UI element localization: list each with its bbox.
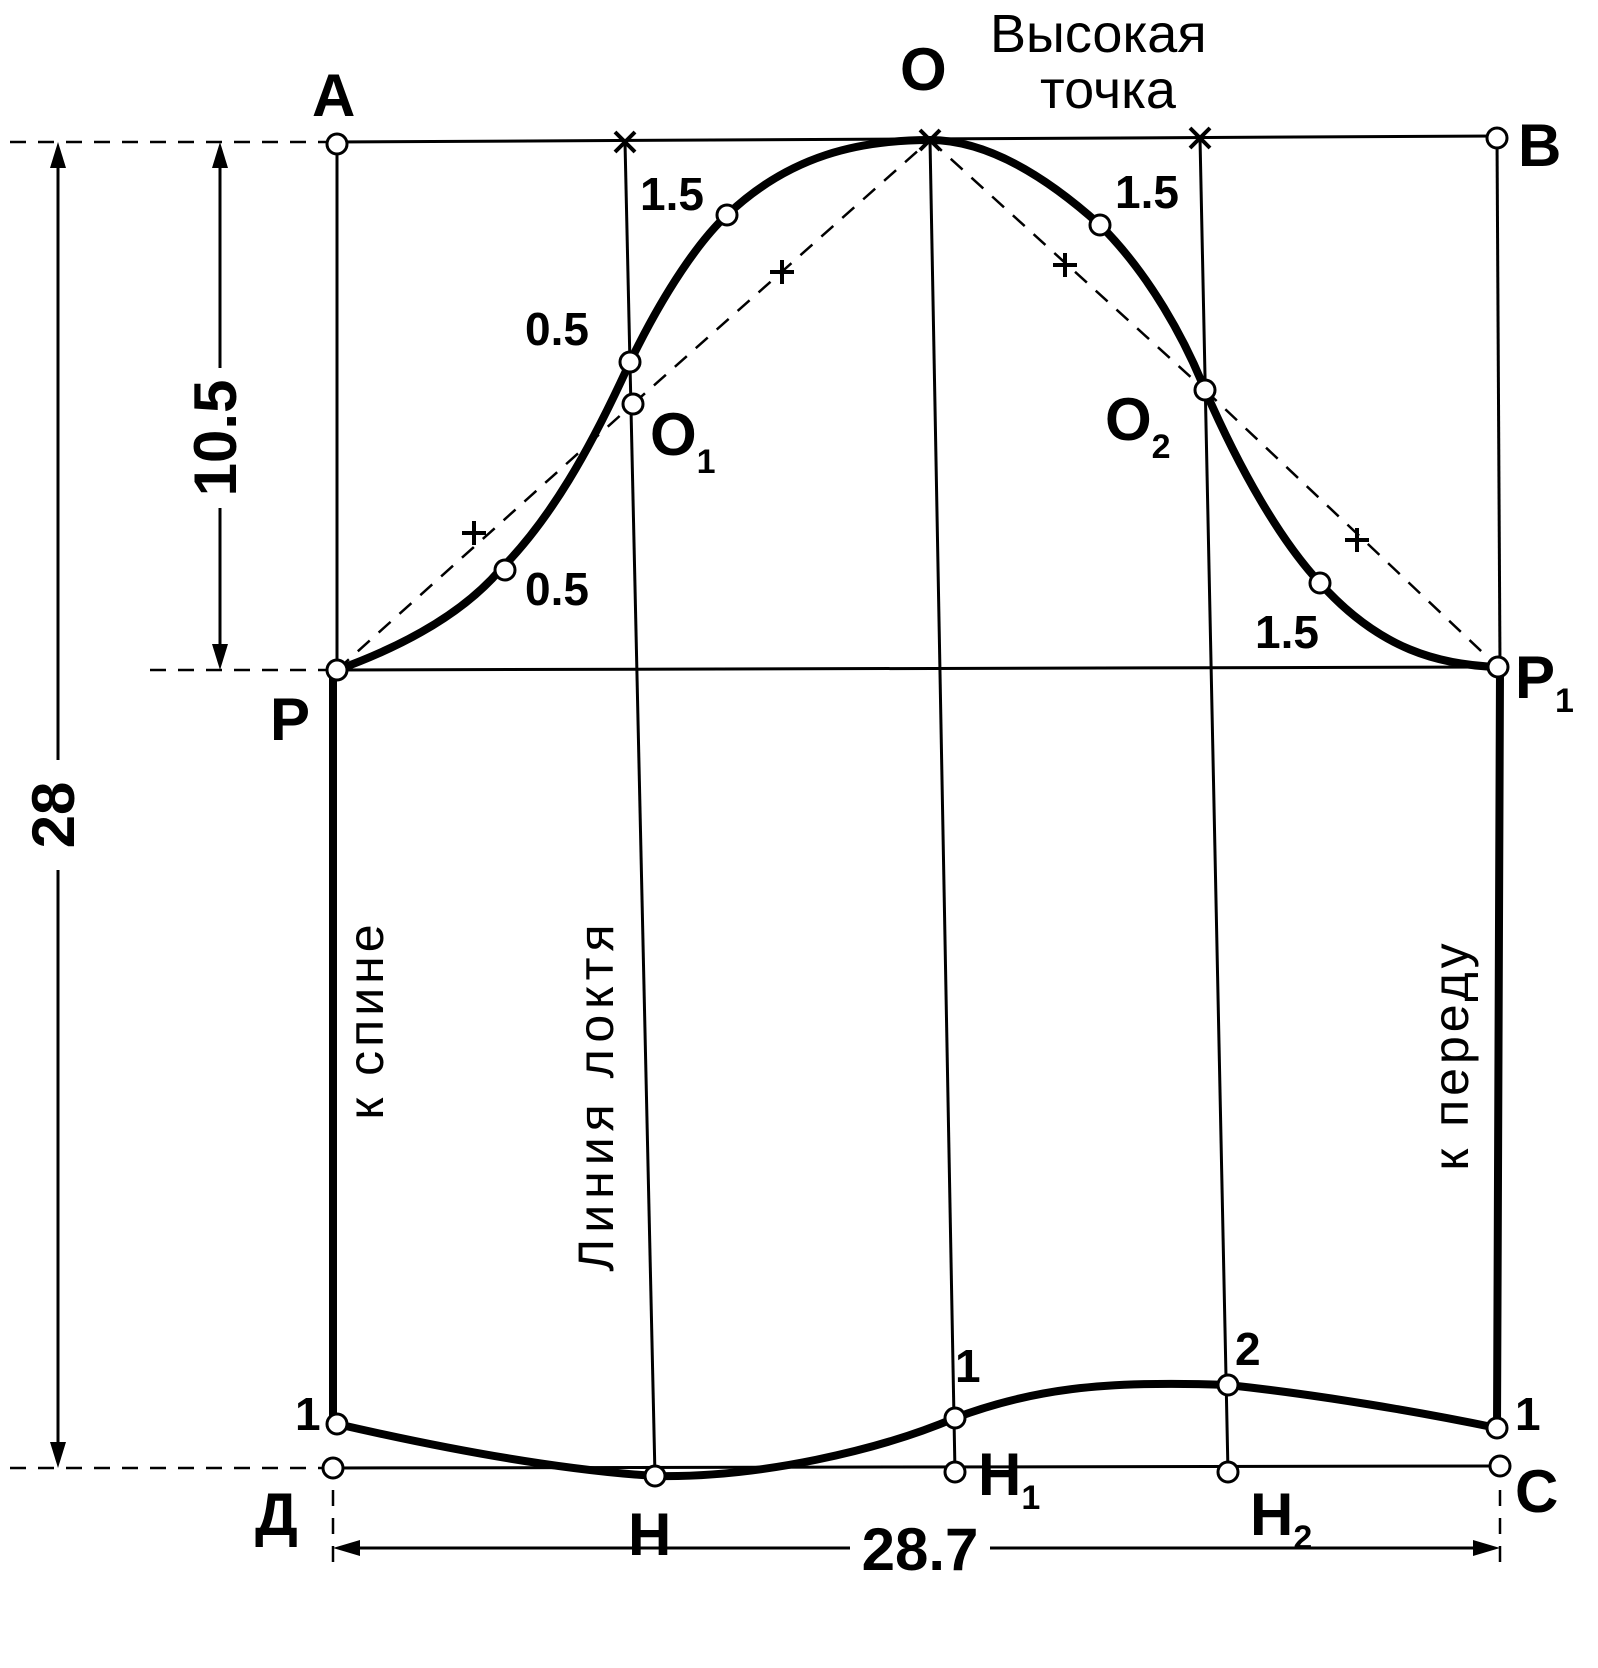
label-O: O bbox=[900, 36, 947, 103]
sleeve-hem-curve bbox=[333, 1379, 1501, 1481]
dimension-arrow-top-10-5 bbox=[212, 142, 228, 168]
label-H2-sub: 2 bbox=[1293, 1519, 1312, 1557]
offset-bottom-right: 1 bbox=[1515, 1388, 1541, 1440]
label-P1-main: P bbox=[1515, 644, 1555, 711]
dimension-label-28: 28 bbox=[20, 782, 87, 849]
label-H2: Н2 bbox=[1250, 1481, 1312, 1557]
cap-line-P-P1 bbox=[329, 665, 1499, 672]
offset-upper-left: 1.5 bbox=[640, 168, 704, 220]
point-curve-left-upper bbox=[715, 203, 739, 227]
label-P: P bbox=[270, 686, 310, 753]
label-D: Д bbox=[255, 1481, 298, 1548]
point-hem-left-1 bbox=[325, 1412, 349, 1436]
dimension-gap-28-7 bbox=[850, 1522, 990, 1578]
offset-mid-left: 0.5 bbox=[525, 303, 589, 355]
cross-mark-top-right bbox=[1188, 126, 1212, 150]
label-O2-sub: 2 bbox=[1152, 428, 1171, 466]
front-side-seam bbox=[1493, 666, 1504, 1432]
label-B: B bbox=[1518, 112, 1561, 179]
point-curve-right-lower bbox=[1308, 571, 1332, 595]
high-point-caption-line2: точка bbox=[1040, 60, 1177, 120]
cap-dashed-O2-P1 bbox=[1204, 389, 1499, 668]
point-H bbox=[643, 1464, 667, 1488]
caption-to-back: к спине bbox=[338, 920, 394, 1119]
plus-mark-left-lower bbox=[462, 521, 486, 545]
dimension-gap-28 bbox=[30, 760, 86, 870]
bottom-line-D-C bbox=[332, 1464, 1501, 1470]
offset-bottom-left: 1 bbox=[295, 1388, 321, 1440]
label-O1-sub: 1 bbox=[697, 443, 716, 481]
front-vertical-line-H2 bbox=[1198, 137, 1230, 1473]
label-H: Н bbox=[628, 1501, 671, 1568]
point-P bbox=[325, 658, 349, 682]
point-hem-mid-1 bbox=[943, 1406, 967, 1430]
point-H1 bbox=[943, 1460, 967, 1484]
dimension-label-28-7: 28.7 bbox=[862, 1516, 979, 1583]
front-side-upper-line bbox=[1495, 135, 1502, 668]
caption-to-front: к переду bbox=[1423, 939, 1479, 1170]
offset-lower-right: 1.5 bbox=[1255, 606, 1319, 658]
label-O1: O1 bbox=[650, 401, 716, 481]
dimension-arrow-top-28 bbox=[50, 142, 66, 168]
point-curve-right-upper bbox=[1088, 213, 1112, 237]
caption-elbow-line: Линия локтя bbox=[568, 918, 624, 1271]
dimension-arrow-bottom-10-5 bbox=[212, 644, 228, 670]
point-hem-right-1 bbox=[1485, 1416, 1509, 1440]
point-P1 bbox=[1486, 655, 1510, 679]
point-B bbox=[1485, 126, 1509, 150]
point-A bbox=[325, 132, 349, 156]
cap-dashed-O-O2 bbox=[929, 139, 1206, 391]
dimension-arrow-bottom-28 bbox=[50, 1442, 66, 1468]
offset-bottom-h2: 2 bbox=[1235, 1323, 1261, 1375]
label-H1-sub: 1 bbox=[1021, 1479, 1040, 1517]
cross-mark-O bbox=[918, 128, 942, 152]
label-A: A bbox=[312, 62, 355, 129]
plus-mark-right-lower bbox=[1345, 528, 1369, 552]
offset-bottom-mid: 1 bbox=[955, 1340, 981, 1392]
dimension-arrow-right-28-7 bbox=[1473, 1540, 1500, 1556]
plus-mark-left-upper bbox=[770, 260, 794, 284]
offset-lower-left: 0.5 bbox=[525, 563, 589, 615]
point-D bbox=[321, 1456, 345, 1480]
dimension-label-10-5: 10.5 bbox=[182, 380, 249, 497]
point-C bbox=[1488, 1454, 1512, 1478]
label-O1-main: O bbox=[650, 401, 697, 468]
label-H2-main: Н bbox=[1250, 1481, 1293, 1548]
dimension-gap-10-5 bbox=[190, 368, 250, 508]
label-O2-main: O bbox=[1105, 386, 1152, 453]
point-O2 bbox=[1193, 378, 1217, 402]
offset-upper-right: 1.5 bbox=[1115, 166, 1179, 218]
cap-dashed-P-O1 bbox=[336, 403, 634, 671]
center-line-O-H1 bbox=[928, 139, 957, 1473]
point-hem-2 bbox=[1216, 1373, 1240, 1397]
point-curve-left-mid bbox=[618, 350, 642, 374]
high-point-caption-line1: Высокая bbox=[990, 4, 1207, 64]
label-P1-sub: 1 bbox=[1555, 682, 1574, 720]
label-P1: P1 bbox=[1515, 644, 1574, 720]
cross-mark-top-left bbox=[613, 130, 637, 154]
point-O1 bbox=[621, 392, 645, 416]
label-H1-main: Н bbox=[978, 1441, 1021, 1508]
point-curve-left-lower bbox=[493, 558, 517, 582]
label-H1: Н1 bbox=[978, 1441, 1040, 1517]
label-C: С bbox=[1515, 1458, 1558, 1525]
dimension-arrow-left-28-7 bbox=[333, 1540, 360, 1556]
point-H2 bbox=[1216, 1460, 1240, 1484]
label-O2: O2 bbox=[1105, 386, 1171, 466]
plus-mark-right-upper bbox=[1053, 253, 1077, 277]
